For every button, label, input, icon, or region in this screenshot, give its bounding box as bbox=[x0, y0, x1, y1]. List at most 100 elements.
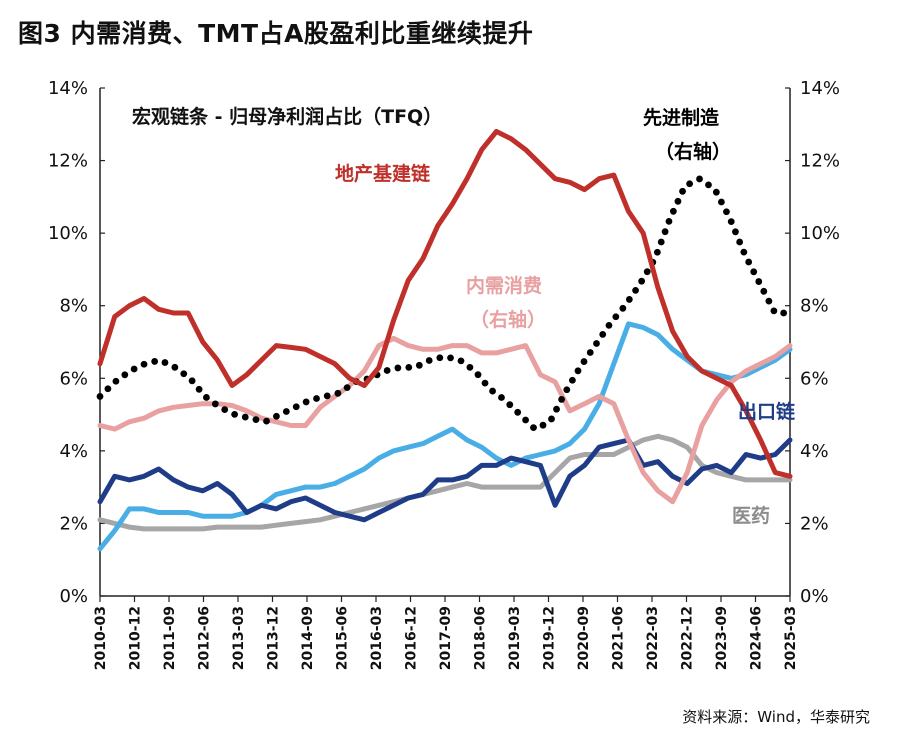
series-point bbox=[474, 371, 482, 379]
series-point bbox=[723, 208, 730, 216]
annotation-label: 地产基建链 bbox=[335, 162, 430, 185]
annotation-label: （右轴） bbox=[470, 308, 546, 331]
y-tick-label: 8% bbox=[59, 296, 88, 317]
series-point bbox=[712, 188, 720, 196]
y2-tick-label: 2% bbox=[800, 513, 829, 534]
series-point bbox=[302, 398, 310, 406]
series-point bbox=[765, 297, 773, 305]
y-tick-label: 14% bbox=[48, 78, 88, 99]
series-point bbox=[195, 385, 203, 393]
y2-tick-label: 0% bbox=[800, 586, 829, 607]
series-point bbox=[96, 393, 104, 400]
series-point bbox=[548, 415, 555, 423]
series-line-0 bbox=[97, 129, 793, 479]
source-note: 资料来源：Wind，华泰研究 bbox=[682, 708, 870, 726]
series-point bbox=[745, 258, 753, 266]
series-point bbox=[252, 416, 260, 424]
x-tick-label: 2019-12 bbox=[542, 606, 558, 670]
series-point bbox=[522, 416, 529, 424]
series-point bbox=[241, 413, 249, 421]
x-tick-label: 2015-06 bbox=[335, 606, 351, 670]
annotation-label: 先进制造 bbox=[643, 106, 720, 129]
series-point bbox=[593, 340, 600, 347]
y-tick-label: 6% bbox=[59, 368, 88, 389]
y-tick-label: 4% bbox=[59, 441, 88, 462]
x-tick-label: 2021-06 bbox=[611, 606, 627, 670]
series-point bbox=[481, 379, 489, 387]
y-tick-label: 12% bbox=[48, 151, 88, 172]
series-point bbox=[669, 207, 677, 215]
series-point bbox=[457, 357, 465, 365]
x-tick-label: 2010-03 bbox=[93, 606, 109, 670]
x-tick-label: 2023-09 bbox=[714, 606, 730, 670]
series-point bbox=[558, 396, 565, 403]
x-tick-label: 2018-06 bbox=[473, 606, 489, 670]
y2-tick-label: 10% bbox=[800, 223, 840, 244]
series-point bbox=[188, 377, 196, 385]
series-point bbox=[586, 349, 594, 356]
y2-tick-label: 8% bbox=[800, 296, 829, 317]
series-point bbox=[632, 286, 639, 294]
series-point bbox=[605, 321, 613, 329]
series-point bbox=[553, 405, 560, 413]
series-point bbox=[203, 394, 210, 401]
x-tick-label: 2024-06 bbox=[749, 606, 765, 670]
series-point bbox=[112, 377, 120, 385]
series-point bbox=[171, 363, 179, 371]
x-tick-label: 2025-03 bbox=[783, 606, 799, 670]
series-point bbox=[151, 358, 159, 365]
series-point bbox=[638, 277, 646, 285]
chart-title: 宏观链条 - 归母净利润占比（TFQ） bbox=[132, 105, 442, 128]
series-point bbox=[130, 365, 138, 373]
x-tick-label: 2011-09 bbox=[162, 606, 178, 670]
series-point bbox=[539, 421, 547, 429]
series-point bbox=[705, 181, 712, 189]
series-point bbox=[415, 361, 423, 369]
figure-title: 图3 内需消费、TMT占A股盈利比重继续提升 bbox=[18, 19, 534, 48]
series-point bbox=[263, 417, 270, 425]
series-point bbox=[282, 408, 290, 415]
series-point bbox=[755, 278, 763, 285]
series-point bbox=[211, 400, 219, 408]
x-tick-label: 2022-03 bbox=[645, 606, 661, 670]
x-tick-label: 2013-03 bbox=[231, 606, 247, 670]
series-point bbox=[383, 367, 391, 374]
series-point bbox=[425, 357, 433, 364]
y2-tick-label: 12% bbox=[800, 151, 840, 172]
series-point bbox=[760, 287, 768, 295]
series-point bbox=[679, 187, 686, 195]
x-tick-label: 2014-09 bbox=[300, 606, 316, 670]
x-tick-label: 2016-12 bbox=[404, 606, 420, 670]
series-point bbox=[498, 394, 505, 401]
y2-tick-label: 4% bbox=[800, 441, 829, 462]
series-point bbox=[732, 228, 739, 236]
series-line-3 bbox=[97, 437, 793, 523]
series-point bbox=[665, 217, 673, 225]
series-line-5 bbox=[97, 433, 793, 532]
series-point bbox=[661, 228, 669, 236]
y-tick-label: 0% bbox=[59, 586, 88, 607]
series-point bbox=[506, 401, 514, 409]
x-tick-label: 2012-06 bbox=[197, 606, 213, 670]
x-tick-label: 2019-03 bbox=[507, 606, 523, 670]
y-tick-label: 10% bbox=[48, 223, 88, 244]
series-point bbox=[334, 389, 342, 397]
series-point bbox=[780, 309, 788, 317]
series-point bbox=[140, 360, 148, 368]
y-tick-label: 2% bbox=[59, 513, 88, 534]
series-point bbox=[514, 408, 522, 416]
series-point bbox=[489, 387, 496, 395]
annotation-label: 医药 bbox=[732, 504, 770, 527]
series-line-1 bbox=[97, 335, 793, 505]
series-point bbox=[343, 384, 351, 392]
series-point bbox=[292, 403, 300, 411]
series-point bbox=[121, 371, 129, 379]
series-point bbox=[686, 180, 694, 188]
series-point bbox=[619, 304, 627, 312]
series-point bbox=[231, 410, 239, 418]
series-point bbox=[580, 358, 588, 365]
series-point bbox=[436, 354, 444, 362]
series-point bbox=[696, 175, 703, 183]
